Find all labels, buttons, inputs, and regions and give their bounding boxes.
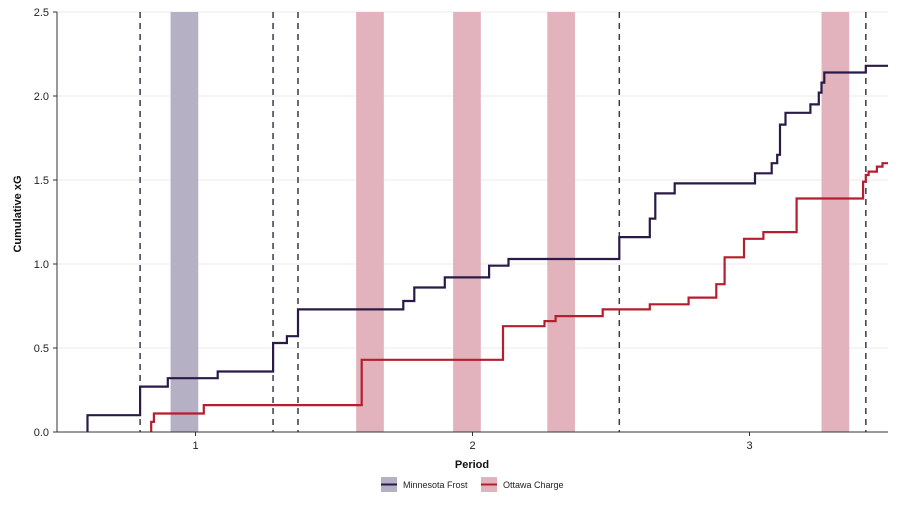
y-tick-label: 2.5 [34, 7, 49, 19]
series-line [150, 162, 888, 432]
y-tick-label: 0.5 [34, 343, 49, 355]
penalty-band [453, 12, 481, 432]
x-axis-title: Period [455, 459, 489, 471]
penalty-band [821, 12, 850, 432]
y-tick-label: 2.0 [34, 91, 49, 103]
y-tick-label: 0.0 [34, 427, 49, 439]
series-lines [86, 64, 888, 432]
x-tick-label: 2 [469, 440, 475, 452]
penalty-band [547, 12, 575, 432]
y-tick-label: 1.0 [34, 259, 49, 271]
y-tick-label: 1.5 [34, 175, 49, 187]
legend: Minnesota Frost Ottawa Charge [381, 477, 564, 492]
y-axis-title: Cumulative xG [12, 175, 24, 252]
tick-labels: 0.0 0.5 1.0 1.5 2.0 2.5 1 2 3 [34, 7, 753, 452]
legend-label: Minnesota Frost [403, 480, 468, 490]
penalty-band [170, 12, 199, 432]
series-line [86, 64, 888, 432]
x-tick-label: 1 [192, 440, 198, 452]
penalty-band [356, 12, 384, 432]
legend-label: Ottawa Charge [503, 480, 564, 490]
x-tick-label: 3 [746, 440, 752, 452]
penalty-bands [170, 12, 850, 432]
period-separators [139, 12, 867, 432]
